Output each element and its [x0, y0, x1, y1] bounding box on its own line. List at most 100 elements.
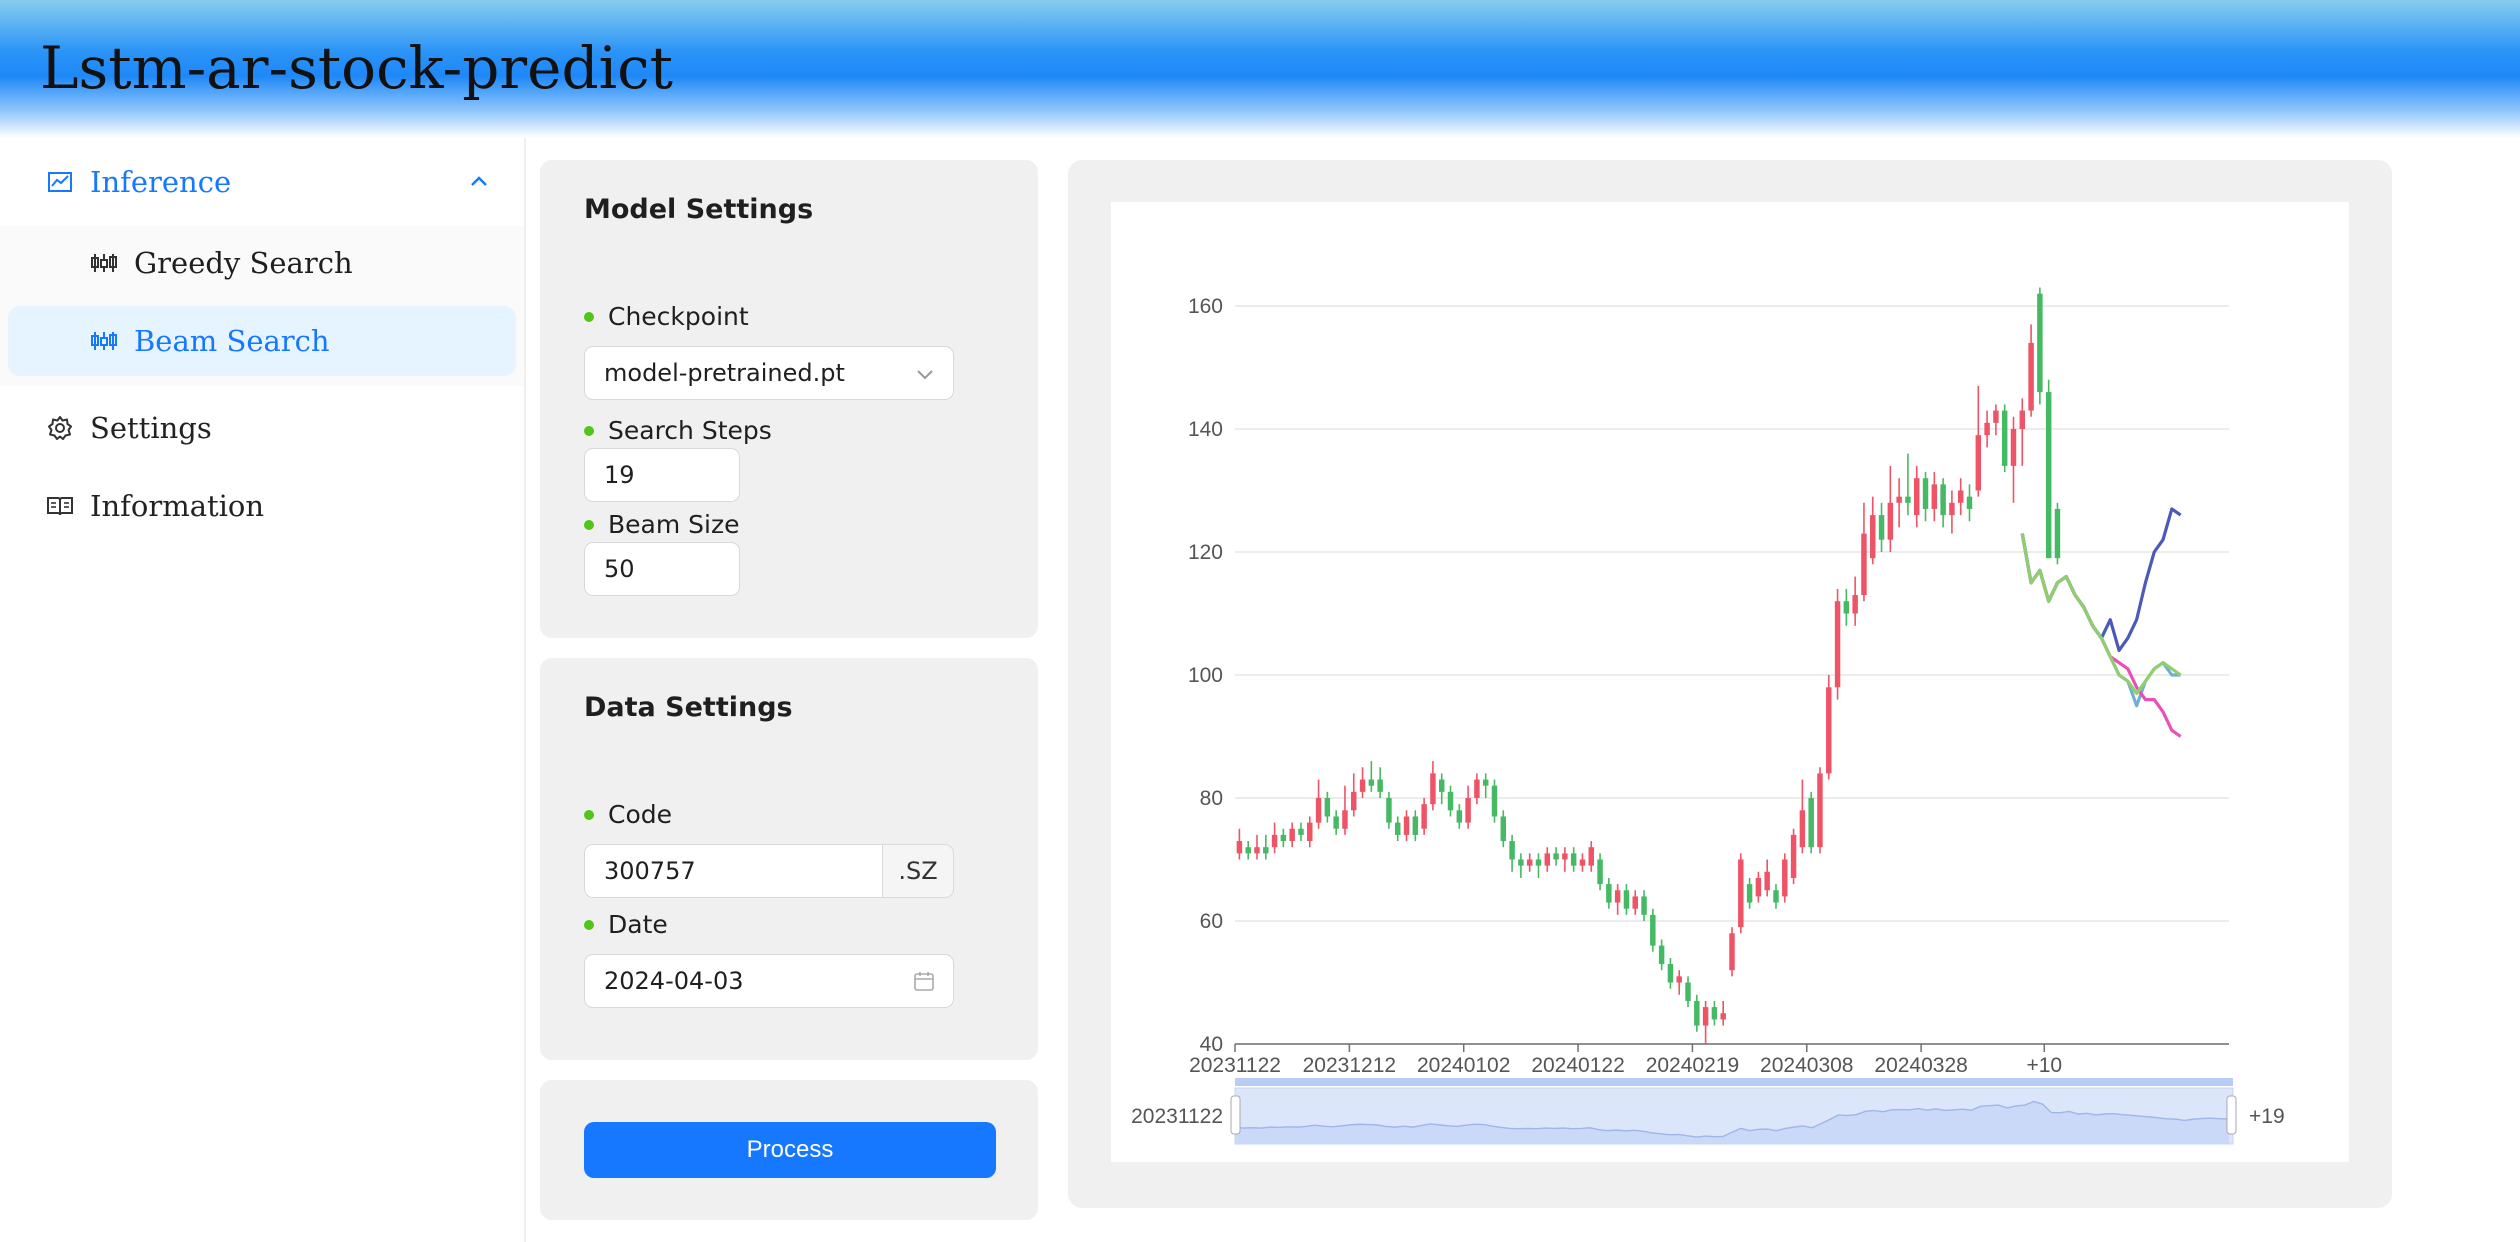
- search-steps-input[interactable]: 19: [584, 448, 740, 502]
- candle: [1474, 779, 1480, 798]
- candle: [1949, 502, 1955, 516]
- y-tick-label: 60: [1200, 910, 1223, 933]
- stock-icon: [91, 254, 117, 272]
- sidebar-item-label: Beam Search: [134, 324, 330, 358]
- stock-icon: [91, 332, 117, 350]
- candle: [2001, 410, 2008, 466]
- candle: [1861, 533, 1867, 596]
- candle: [1509, 841, 1515, 860]
- candle: [1271, 834, 1278, 848]
- candle: [1738, 859, 1744, 928]
- candle: [1359, 779, 1366, 792]
- sidebar-item-label: Information: [90, 489, 265, 523]
- y-tick-label: 100: [1188, 664, 1223, 687]
- candle: [1588, 847, 1594, 866]
- candle: [1790, 834, 1797, 878]
- sidebar-item-label: Settings: [90, 411, 212, 445]
- candle: [1526, 859, 1533, 866]
- candle: [1852, 595, 1858, 614]
- candle: [1280, 834, 1287, 842]
- candle: [1245, 847, 1251, 854]
- candle: [1878, 515, 1885, 540]
- candle: [1500, 816, 1507, 842]
- candle: [2054, 508, 2061, 559]
- candle: [1966, 496, 1973, 509]
- status-dot: [584, 425, 594, 436]
- chart-canvas: 40 60 80 100 120 140 160 20231122 20231212 202401…: [1111, 202, 2349, 1162]
- sidebar-item-label: Inference: [90, 165, 232, 199]
- candle: [1676, 976, 1682, 983]
- candle: [1438, 779, 1445, 792]
- candle: [1720, 1013, 1726, 1020]
- chevron-down-icon: [917, 370, 933, 380]
- data-settings-title: Data Settings: [584, 692, 793, 723]
- candle: [1667, 964, 1674, 983]
- sidebar-nav: Inference Greedy Search Beam Search: [0, 138, 526, 1242]
- candle: [1843, 601, 1850, 614]
- candle: [1984, 422, 1990, 436]
- beam-size-input[interactable]: 50: [584, 542, 740, 596]
- candle: [1395, 822, 1401, 835]
- candle: [1342, 810, 1348, 829]
- candle: [1641, 896, 1647, 915]
- candle: [1729, 933, 1735, 971]
- x-tick-label: 20231122: [1189, 1054, 1281, 1077]
- candle: [1870, 515, 1876, 559]
- y-tick-label: 160: [1188, 295, 1223, 318]
- app-header: Lstm-ar-stock-predict: [0, 0, 2520, 138]
- sidebar-item-information[interactable]: Information: [0, 470, 524, 542]
- candle: [1421, 804, 1427, 829]
- candle: [2019, 410, 2026, 429]
- app-title: Lstm-ar-stock-predict: [40, 34, 673, 102]
- candle: [1993, 410, 1999, 423]
- candle: [2028, 342, 2034, 411]
- date-picker[interactable]: 2024-04-03: [584, 954, 954, 1008]
- y-tick-label: 80: [1200, 787, 1223, 810]
- candle: [1456, 810, 1463, 823]
- status-dot: [584, 919, 594, 930]
- sidebar-item-inference[interactable]: Inference: [0, 146, 524, 218]
- process-button[interactable]: Process: [584, 1122, 996, 1178]
- candle: [1975, 435, 1982, 491]
- line-chart-icon: [48, 172, 72, 192]
- candlestick-chart[interactable]: 40 60 80 100 120 140 160 20231122 20231212 202401…: [1111, 202, 2349, 1162]
- gear-icon: [48, 416, 72, 440]
- candle: [1773, 890, 1779, 903]
- forecast-line: [2020, 533, 2182, 696]
- candle: [2045, 392, 2052, 559]
- candle: [1386, 798, 1392, 823]
- candle: [1298, 828, 1304, 835]
- x-tick-label: 20240219: [1646, 1054, 1739, 1077]
- candle: [1614, 890, 1621, 903]
- model-settings-title: Model Settings: [584, 194, 814, 225]
- candle: [1562, 853, 1568, 860]
- zoom-handle-left: [1230, 1095, 1241, 1135]
- candle: [1606, 884, 1612, 903]
- candle: [1263, 847, 1269, 854]
- candle: [1324, 798, 1331, 817]
- status-dot: [584, 311, 594, 322]
- code-input[interactable]: 300757: [584, 844, 884, 898]
- candle: [1896, 496, 1902, 503]
- zoom-start-label: 20231122: [1131, 1105, 1223, 1128]
- candle: [1922, 478, 1929, 509]
- x-tick-label: 20231212: [1303, 1054, 1396, 1077]
- candle: [1632, 896, 1638, 909]
- sidebar-item-settings[interactable]: Settings: [0, 392, 524, 464]
- candle: [1491, 785, 1498, 817]
- zoom-handle-bar: [1235, 1078, 2233, 1086]
- candle: [1826, 687, 1832, 774]
- inference-submenu: Greedy Search Beam Search: [0, 226, 524, 386]
- candle: [1333, 816, 1339, 829]
- checkpoint-value: model-pretrained.pt: [604, 359, 845, 387]
- checkpoint-select[interactable]: model-pretrained.pt: [584, 346, 954, 400]
- candle: [1755, 877, 1762, 897]
- chevron-up-icon[interactable]: [468, 171, 490, 193]
- candle: [1887, 502, 1894, 540]
- sidebar-item-greedy-search[interactable]: Greedy Search: [8, 228, 516, 298]
- chart-panel: 40 60 80 100 120 140 160 20231122 20231212 202401…: [1068, 160, 2392, 1208]
- process-card: Process: [540, 1080, 1038, 1220]
- zoom-line: [1234, 1100, 2229, 1138]
- sidebar-item-beam-search[interactable]: Beam Search: [8, 306, 516, 376]
- zoom-area: [1235, 1101, 2229, 1144]
